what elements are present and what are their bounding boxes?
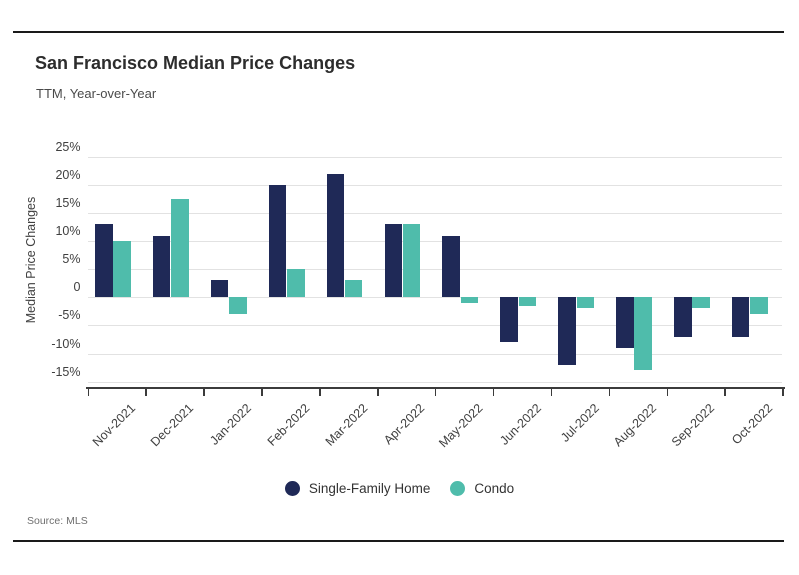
bar-condo-jan-2022 <box>229 297 247 315</box>
y-tick-label--5%: -5% <box>58 308 81 323</box>
bar-single-family-home-mar-2022 <box>326 173 345 298</box>
x-tick <box>87 388 89 396</box>
x-tick <box>492 388 495 396</box>
source-note: Source: MLS <box>27 515 88 527</box>
bar-condo-nov-2021 <box>113 241 131 298</box>
bar-condo-jul-2022 <box>576 297 595 309</box>
y-tick-label-5%: 5% <box>62 252 81 267</box>
legend-item-condo: Condo <box>450 481 514 496</box>
x-tick <box>434 388 437 396</box>
gridline--5% <box>87 325 783 327</box>
bar-condo-mar-2022 <box>344 280 363 298</box>
condo-dot-icon <box>450 481 466 496</box>
bar-single-family-home-jan-2022 <box>210 280 229 298</box>
gridline-15% <box>87 213 783 214</box>
bottom-rule <box>13 540 784 542</box>
legend-label-single-family-home: Single-Family Home <box>308 481 431 496</box>
y-tick-label--15%: -15% <box>51 364 81 379</box>
x-label-dec-2021: Dec-2021 <box>148 401 197 450</box>
y-tick-label-15%: 15% <box>55 196 81 210</box>
top-rule <box>13 31 784 33</box>
bar-single-family-home-apr-2022 <box>384 224 403 298</box>
legend: Single-Family Home Condo <box>0 481 799 496</box>
x-label-mar-2022: Mar-2022 <box>322 401 371 449</box>
x-tick <box>782 388 784 396</box>
gridline-10% <box>87 241 783 243</box>
x-tick <box>377 388 379 396</box>
gridline--10% <box>87 353 783 355</box>
gridline--15% <box>87 381 783 383</box>
gridline-5% <box>87 269 783 271</box>
legend-item-single-family-home: Single-Family Home <box>284 481 431 496</box>
x-tick <box>261 388 263 396</box>
chart-title: San Francisco Median Price Changes <box>35 53 356 73</box>
x-label-jan-2022: Jan-2022 <box>207 401 255 448</box>
bar-single-family-home-nov-2021 <box>95 224 113 298</box>
y-tick-label-25%: 25% <box>55 139 81 154</box>
bar-condo-may-2022 <box>460 297 479 303</box>
chart-subtitle: TTM, Year-over-Year <box>36 86 157 101</box>
x-label-apr-2022: Apr-2022 <box>381 401 428 448</box>
bar-condo-jun-2022 <box>518 297 537 306</box>
bar-single-family-home-feb-2022 <box>268 184 287 298</box>
x-tick <box>145 388 147 396</box>
bar-single-family-home-sep-2022 <box>674 297 692 337</box>
x-label-feb-2022: Feb-2022 <box>264 401 313 449</box>
bar-condo-oct-2022 <box>750 297 768 315</box>
gridline-0 <box>87 297 783 299</box>
gridline-20% <box>87 184 783 186</box>
x-label-jul-2022: Jul-2022 <box>557 401 602 445</box>
bar-single-family-home-jul-2022 <box>558 297 576 365</box>
x-tick <box>666 388 668 396</box>
x-tick <box>724 388 726 396</box>
x-label-may-2022: May-2022 <box>436 401 486 451</box>
x-tick <box>608 388 611 396</box>
bar-condo-dec-2021 <box>171 198 189 298</box>
x-tick <box>550 388 553 396</box>
x-label-oct-2022: Oct-2022 <box>729 401 776 448</box>
x-tick <box>319 388 321 396</box>
x-axis-line <box>85 386 786 389</box>
bar-condo-sep-2022 <box>692 297 710 309</box>
bar-condo-apr-2022 <box>402 224 421 298</box>
x-label-aug-2022: Aug-2022 <box>611 401 660 450</box>
bar-single-family-home-jun-2022 <box>500 297 518 343</box>
bar-single-family-home-aug-2022 <box>616 297 634 348</box>
bar-single-family-home-oct-2022 <box>731 297 750 337</box>
gridline-25% <box>87 156 783 158</box>
y-tick-label-20%: 20% <box>55 167 81 182</box>
y-tick-label--10%: -10% <box>51 336 81 351</box>
y-tick-label-0: 0 <box>73 280 81 295</box>
bar-single-family-home-dec-2021 <box>152 235 171 298</box>
single-family-home-dot-icon <box>284 481 300 496</box>
x-label-nov-2021: Nov-2021 <box>90 401 139 450</box>
x-tick <box>203 388 205 396</box>
bar-condo-aug-2022 <box>634 297 652 371</box>
bar-single-family-home-may-2022 <box>442 235 460 298</box>
x-label-sep-2022: Sep-2022 <box>669 401 718 450</box>
x-label-jun-2022: Jun-2022 <box>496 401 544 448</box>
bar-condo-feb-2022 <box>287 269 305 298</box>
y-tick-label-10%: 10% <box>55 224 81 239</box>
legend-label-condo: Condo <box>474 481 515 496</box>
